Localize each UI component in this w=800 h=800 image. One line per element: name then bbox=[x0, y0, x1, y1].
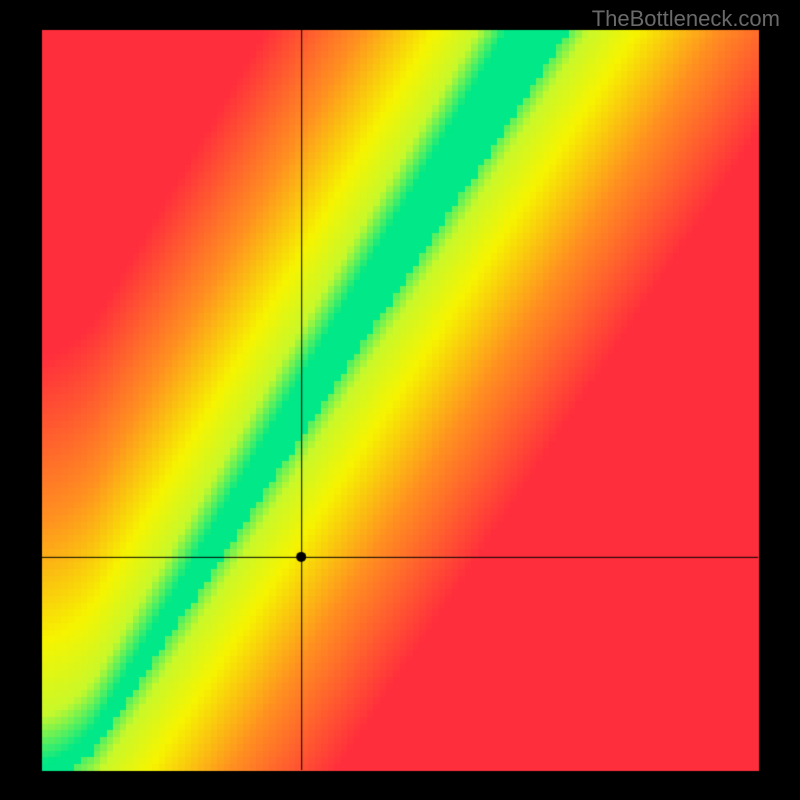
bottleneck-heatmap bbox=[0, 0, 800, 800]
watermark-text: TheBottleneck.com bbox=[592, 6, 780, 32]
chart-container: TheBottleneck.com bbox=[0, 0, 800, 800]
